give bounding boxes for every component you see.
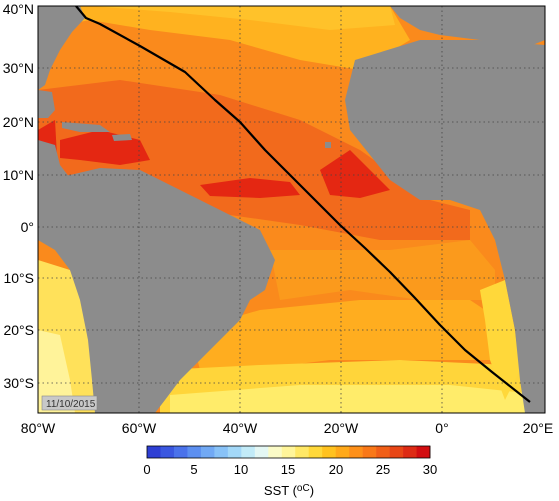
colorbar-swatch: [349, 446, 363, 458]
cb-tick-15: 15: [281, 462, 295, 477]
lon-label-60w: 60°W: [122, 420, 157, 436]
land-north-america: [38, 6, 85, 90]
lat-label-40n: 40°N: [3, 1, 34, 17]
land-iberia: [390, 6, 545, 50]
lon-labels: 80°W 60°W 40°W 20°W 0° 20°E: [21, 420, 553, 436]
lat-labels: 40°N 30°N 20°N 10°N 0° 10°S 20°S 30°S: [3, 1, 34, 391]
colorbar-swatch: [322, 446, 336, 458]
map-panel: 11/10/2015: [38, 6, 545, 413]
lat-label-30s: 30°S: [3, 375, 34, 391]
ship-track-line: [75, 6, 531, 403]
lon-label-40w: 40°W: [223, 420, 258, 436]
colorbar-swatch: [362, 446, 377, 458]
colorbar-swatch: [416, 446, 431, 458]
ocean-north-cool2: [90, 6, 395, 30]
land-africa: [345, 40, 545, 413]
colorbar: 0 5 10 15 20 25 30 SST (oC): [143, 445, 437, 498]
lat-label-0: 0°: [21, 219, 34, 235]
cb-tick-5: 5: [190, 462, 197, 477]
ocean-south-warm: [270, 240, 495, 300]
colorbar-swatch: [376, 446, 390, 458]
date-stamp: 11/10/2015: [41, 395, 98, 411]
colorbar-ticks: 0 5 10 15 20 25 30: [143, 462, 437, 477]
land-south-america: [38, 168, 275, 413]
colorbar-frame: [146, 445, 431, 459]
lat-label-20n: 20°N: [3, 114, 34, 130]
colorbar-swatch: [227, 446, 242, 458]
colorbar-swatch: [335, 446, 350, 458]
colorbar-swatch: [389, 446, 404, 458]
lat-label-20s: 20°S: [3, 322, 34, 338]
lat-label-10n: 10°N: [3, 167, 34, 183]
land-cuba: [62, 122, 110, 132]
cb-tick-0: 0: [143, 462, 150, 477]
hot-spot-guinea: [320, 150, 390, 198]
lon-label-20w: 20°W: [324, 420, 359, 436]
colorbar-title: SST (oC): [264, 483, 314, 498]
lon-label-0: 0°: [435, 420, 448, 436]
cb-tick-25: 25: [376, 462, 390, 477]
colorbar-swatch: [160, 446, 175, 458]
lat-label-10s: 10°S: [3, 270, 34, 286]
map-frame: [37, 5, 546, 414]
cb-tick-10: 10: [234, 462, 248, 477]
ocean-south-cooler: [170, 385, 545, 413]
cb-tick-20: 20: [329, 462, 343, 477]
colorbar-swatch: [295, 446, 310, 458]
colorbar-swatch: [308, 446, 323, 458]
colorbar-swatch: [147, 446, 161, 458]
hot-spot-atlantic: [200, 178, 300, 198]
land-hispaniola: [112, 134, 132, 141]
ocean-warm-band: [38, 80, 470, 240]
colorbar-swatch: [254, 446, 269, 458]
ocean-benguela: [480, 280, 520, 400]
colorbar-swatches: [147, 446, 431, 458]
ocean-chile-cooler: [38, 330, 75, 413]
land-mexico-central: [38, 140, 70, 180]
colorbar-swatch: [214, 446, 229, 458]
colorbar-swatch: [241, 446, 256, 458]
colorbar-swatch: [173, 446, 188, 458]
colorbar-swatch: [187, 446, 202, 458]
colorbar-swatch: [403, 446, 417, 458]
lon-label-20e: 20°E: [523, 420, 554, 436]
date-stamp-text: 11/10/2015: [46, 399, 96, 410]
ocean-south-temperate: [190, 300, 500, 370]
lat-label-30n: 30°N: [3, 60, 34, 76]
cb-tick-30: 30: [423, 462, 437, 477]
land-florida: [38, 90, 55, 118]
colorbar-swatch: [268, 446, 283, 458]
colorbar-swatch: [200, 446, 215, 458]
colorbar-swatch: [281, 446, 296, 458]
land-island-b: [352, 72, 360, 76]
lon-label-80w: 80°W: [21, 420, 56, 436]
land-island-a: [325, 142, 331, 148]
